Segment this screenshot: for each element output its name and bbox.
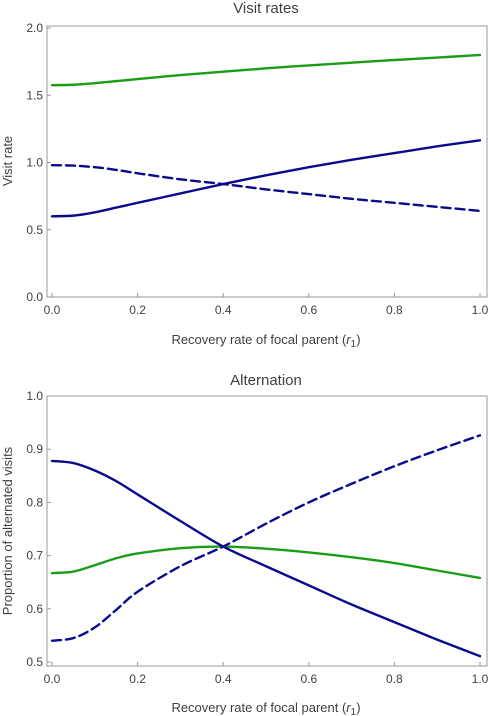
x-tick-label: 0.2: [129, 672, 146, 686]
x-tick-label: 0.8: [386, 303, 403, 317]
y-axis: 0.5 0.6 0.7 0.8 0.9 1.0: [26, 389, 51, 669]
y-tick-label: 2.0: [26, 21, 43, 35]
plot-frame: [46, 395, 488, 667]
x-axis-label: Recovery rate of focal parent (r1): [171, 332, 360, 350]
x-axis: 0.0 0.2 0.4 0.6 0.8 1.0: [44, 662, 488, 686]
visit-rates-chart: Visit rates 0.0 0.5 1.0 1.5 2.0 0.0 0.2 0.4 0.6…: [0, 0, 488, 350]
chart-title: Visit rates: [233, 0, 299, 17]
y-tick-label: 0.0: [26, 290, 43, 304]
alternation-chart: Alternation 0.5 0.6 0.7 0.8 0.9 1.0 0.0 0.2 0.4…: [0, 372, 488, 716]
blue-dashed-series-line: [50, 434, 482, 642]
y-axis: 0.0 0.5 1.0 1.5 2.0: [26, 21, 51, 304]
y-axis-label: Proportion of alternated visits: [0, 446, 15, 615]
green-solid-series-line: [50, 545, 482, 580]
y-tick-label: 0.8: [26, 495, 43, 509]
blue-dashed-series-line: [50, 163, 482, 213]
x-axis: 0.0 0.2 0.4 0.6 0.8 1.0: [44, 293, 488, 317]
y-tick-label: 0.9: [26, 442, 43, 456]
y-tick-label: 1.0: [26, 156, 43, 170]
x-axis-label: Recovery rate of focal parent (r1): [171, 700, 360, 716]
series-lines: [50, 434, 482, 658]
x-tick-label: 0.8: [386, 672, 403, 686]
x-tick-label: 1.0: [472, 303, 488, 317]
y-tick-label: 1.5: [26, 88, 43, 102]
x-tick-label: 0.4: [215, 303, 232, 317]
y-axis-label: Visit rate: [0, 136, 15, 186]
y-tick-label: 0.5: [26, 655, 43, 669]
series-lines: [50, 53, 482, 218]
green-solid-series-line: [50, 53, 482, 87]
x-tick-label: 0.4: [215, 672, 232, 686]
y-tick-label: 1.0: [26, 389, 43, 403]
chart-title: Alternation: [230, 372, 302, 389]
x-tick-label: 0.2: [129, 303, 146, 317]
y-tick-label: 0.7: [26, 549, 43, 563]
x-tick-label: 0.0: [44, 672, 61, 686]
x-tick-label: 0.6: [300, 672, 317, 686]
plot-frame: [46, 25, 488, 298]
x-tick-label: 0.6: [300, 303, 317, 317]
y-tick-label: 0.6: [26, 602, 43, 616]
x-tick-label: 1.0: [472, 672, 488, 686]
y-tick-label: 0.5: [26, 223, 43, 237]
x-tick-label: 0.0: [44, 303, 61, 317]
